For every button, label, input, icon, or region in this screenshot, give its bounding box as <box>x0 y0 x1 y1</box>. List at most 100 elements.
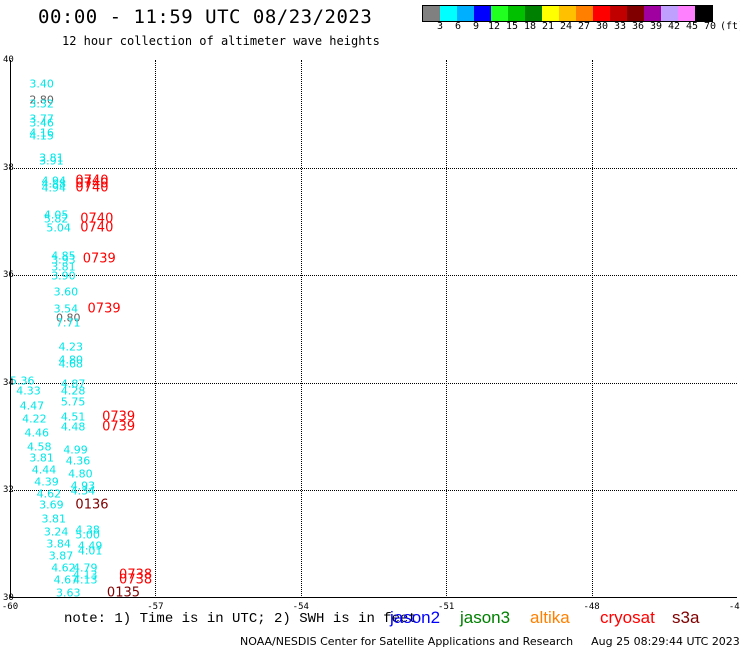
wave-height-value: 3.69 <box>39 498 64 512</box>
wave-height-value: 4.99 <box>63 443 88 457</box>
wave-height-value: 3.46 <box>29 116 54 130</box>
colorbar-swatch <box>627 6 644 21</box>
wave-height-value: 7.71 <box>56 316 81 330</box>
wave-height-value: 5.36 <box>10 374 35 388</box>
colorbar-tick-label: 18 <box>523 21 537 32</box>
footer: NOAA/NESDIS Center for Satellite Applica… <box>240 635 740 648</box>
wave-height-value: 4.13 <box>73 573 98 587</box>
wave-height-value: 4.34 <box>70 484 96 498</box>
credit-text: NOAA/NESDIS Center for Satellite Applica… <box>240 635 574 648</box>
colorbar-tick-label: 36 <box>631 21 645 32</box>
colorbar-tick-label: 3 <box>436 21 444 32</box>
wave-height-value: 4.33 <box>16 384 41 398</box>
latitude-gridline <box>10 490 737 492</box>
colorbar-tick-label: 6 <box>454 21 462 32</box>
colorbar-swatch <box>508 6 525 21</box>
pass-time-label: 0738 <box>119 572 153 588</box>
wave-height-map: 3.40 2.80 3.32 3.77 3.46 4.16 4.15 3.81 3.91 4.94… <box>10 60 737 601</box>
wave-height-value: 3.32 <box>29 97 54 111</box>
colorbar-tick-label: 21 <box>541 21 555 32</box>
longitude-label: -54 <box>292 602 309 612</box>
colorbar-tick-label: 33 <box>613 21 627 32</box>
colorbar-swatch <box>644 6 661 21</box>
wave-height-value: 3.87 <box>48 549 74 563</box>
note-text: note: 1) Time is in UTC; 2) SWH is in fe… <box>64 611 417 627</box>
latitude-gridline <box>10 167 737 169</box>
wave-height-value: 3.60 <box>53 285 79 299</box>
wave-height-value: 4.49 <box>77 539 103 553</box>
legend-altika: altika <box>530 608 570 627</box>
wave-height-value: 4.15 <box>29 129 54 143</box>
latitude-gridline <box>10 382 737 384</box>
colorbar-swatch <box>525 6 542 21</box>
colorbar-swatch <box>491 6 508 21</box>
wave-height-value: 0.80 <box>56 311 81 325</box>
longitude-gridline <box>155 60 157 598</box>
longitude-label: -45 <box>728 602 740 612</box>
wave-height-value: 4.80 <box>58 353 83 367</box>
latitude-label: 38 <box>3 162 14 173</box>
wave-height-value: 4.44 <box>31 463 57 477</box>
wave-height-colorbar <box>422 5 713 22</box>
wave-height-value: 4.05 <box>43 208 69 222</box>
wave-height-value: 4.23 <box>58 340 83 354</box>
wave-height-value: 4.94 <box>41 174 67 187</box>
map-title: 00:00 - 11:59 UTC 08/23/2023 <box>38 6 373 28</box>
colorbar-tick-label: 24 <box>559 21 573 32</box>
wave-height-value: 3.40 <box>29 77 54 91</box>
legend-jason2: jason2 <box>390 608 441 627</box>
wave-height-value: 4.94 <box>41 181 67 195</box>
wave-height-value: 4.80 <box>68 467 93 481</box>
colorbar-swatch <box>440 6 457 21</box>
colorbar-tick-label: 15 <box>505 21 519 32</box>
latitude-label: 34 <box>3 377 14 388</box>
wave-height-value: 2.80 <box>29 93 54 107</box>
latitude-gridline <box>10 275 737 277</box>
wave-height-value: 4.93 <box>70 479 96 493</box>
longitude-label: -57 <box>147 602 164 612</box>
longitude-label: -51 <box>438 602 455 612</box>
wave-height-value: 4.13 <box>73 568 98 582</box>
wave-height-value: 3.63 <box>56 586 81 600</box>
colorbar-swatch <box>610 6 627 21</box>
wave-height-value: 4.39 <box>34 475 59 489</box>
latitude-label: 30 <box>3 593 14 603</box>
colorbar-tick-label: 9 <box>472 21 480 32</box>
wave-height-value: 3.77 <box>29 112 54 126</box>
pass-time-label: 0739 <box>102 419 136 435</box>
latitude-label: 36 <box>3 270 14 281</box>
wave-height-value: 4.85 <box>51 249 76 263</box>
colorbar-tick-label: 39 <box>649 21 663 32</box>
wave-height-value: 4.58 <box>26 440 52 454</box>
longitude-label: -48 <box>583 602 600 612</box>
colorbar-swatch <box>559 6 576 21</box>
colorbar-unit: (ft) <box>719 21 740 32</box>
pass-time-label: 0135 <box>106 585 141 601</box>
colorbar-swatch <box>695 6 712 21</box>
wave-height-value: 4.01 <box>77 544 103 558</box>
map-frame <box>10 60 737 598</box>
wave-height-value: 3.81 <box>29 451 54 465</box>
legend-s3a: s3a <box>672 608 700 627</box>
pass-time-label: 0740 <box>75 180 109 196</box>
wave-height-value: 4.22 <box>22 412 47 426</box>
latitude-label: 32 <box>3 485 14 496</box>
pass-time-label: 0740 <box>80 220 114 236</box>
wave-height-value: 4.28 <box>60 384 86 398</box>
wave-height-value: 4.51 <box>60 410 86 424</box>
longitude-gridline <box>591 60 593 598</box>
generation-timestamp: Aug 25 08:29:44 UTC 2023 <box>591 635 740 648</box>
wave-height-value: 5.75 <box>60 395 86 409</box>
colorbar-swatch <box>542 6 559 21</box>
colorbar-tick-label: 70 <box>703 21 717 32</box>
pass-time-label: 0739 <box>102 409 136 425</box>
wave-height-value: 4.88 <box>41 177 67 191</box>
pass-time-label: 0136 <box>75 497 109 513</box>
longitude-gridline <box>300 60 302 598</box>
map-subtitle: 12 hour collection of altimeter wave hei… <box>62 34 380 48</box>
longitude-label: -60 <box>1 602 19 612</box>
pass-time-label: 0738 <box>119 567 153 583</box>
wave-height-value: 3.81 <box>51 260 76 274</box>
wave-height-value: 4.68 <box>58 357 83 371</box>
legend-jason3: jason3 <box>460 608 511 627</box>
